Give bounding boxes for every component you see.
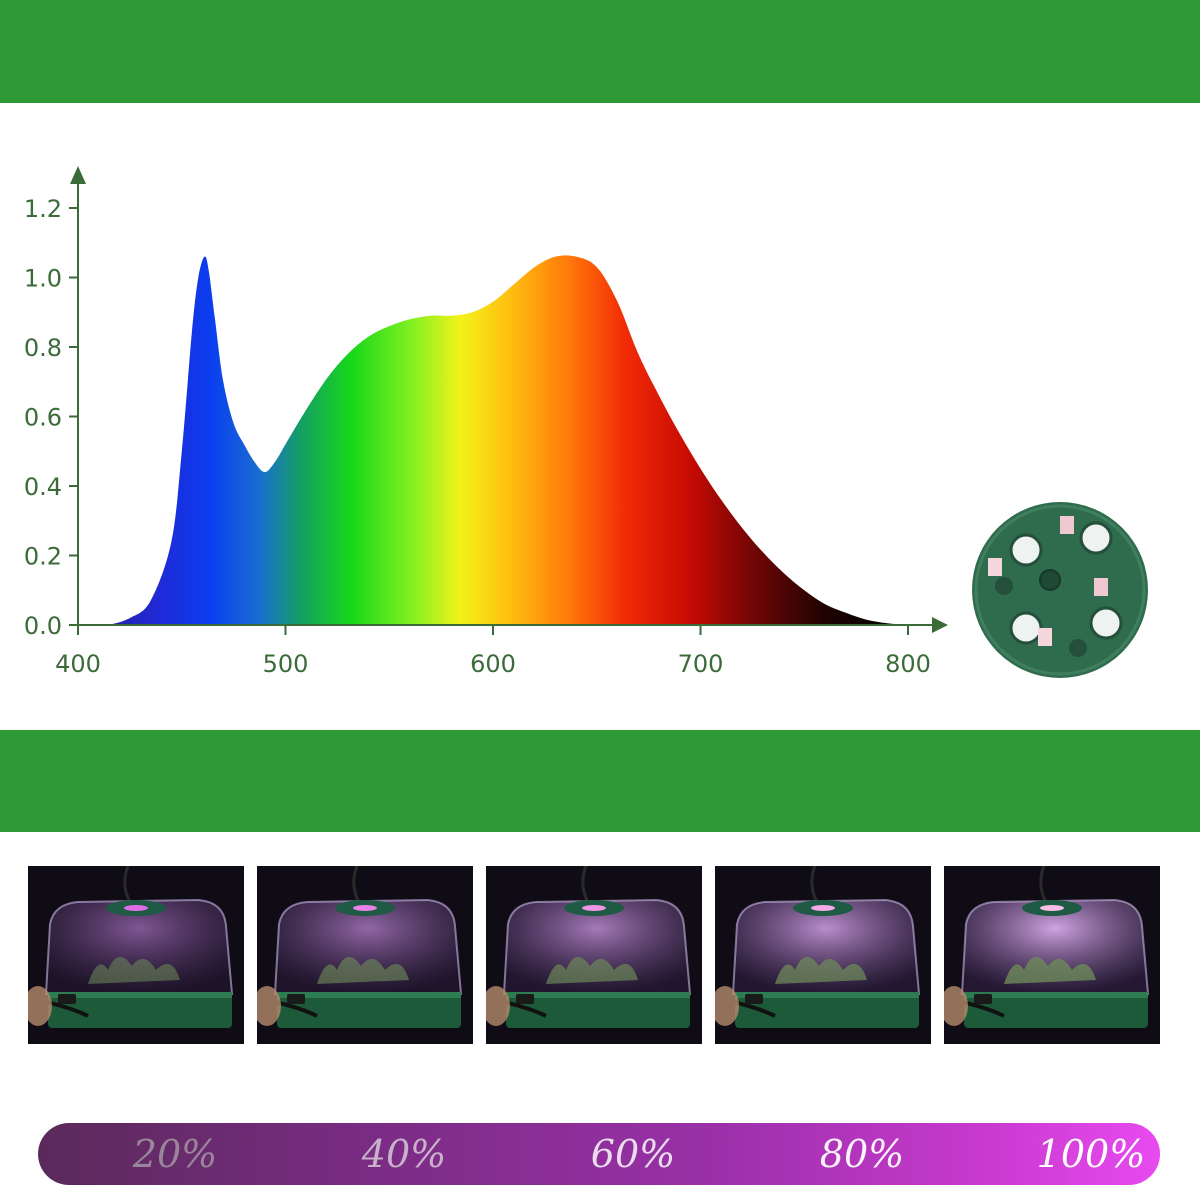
brightness-photos bbox=[28, 866, 1162, 1044]
y-tick-label-0.2: 0.2 bbox=[24, 543, 62, 571]
y-tick-label-1.0: 1.0 bbox=[24, 265, 62, 293]
y-tick-label-0.0: 0.0 bbox=[24, 612, 62, 640]
level-label-20: 20% bbox=[132, 1132, 218, 1176]
y-tick-label-1.2: 1.2 bbox=[24, 195, 62, 223]
seed-tray-photo-5 bbox=[944, 866, 1160, 1044]
level-label-100: 100% bbox=[1036, 1132, 1146, 1176]
x-axis-arrow-icon bbox=[932, 617, 948, 633]
y-tick-label-0.4: 0.4 bbox=[24, 473, 62, 501]
seed-tray-photo-4 bbox=[715, 866, 931, 1044]
spectrum-area-series-0 bbox=[109, 255, 909, 625]
x-tick-label-600: 600 bbox=[470, 650, 516, 678]
spectrum-chart: 400 500 600 700 800 0.0 0.2 0.4 0.6 0.8 1.0 1.2 bbox=[24, 166, 948, 678]
x-tick-label-700: 700 bbox=[678, 650, 724, 678]
y-axis-arrow-icon bbox=[70, 166, 86, 184]
x-tick-label-400: 400 bbox=[55, 650, 101, 678]
y-tick-label-0.6: 0.6 bbox=[24, 404, 62, 432]
top-green-band bbox=[0, 0, 1200, 103]
brightness-level-bar: 20% 40% 60% 80% 100% bbox=[38, 1123, 1160, 1185]
seed-tray-photo-2 bbox=[257, 866, 473, 1044]
led-disc-icon bbox=[972, 502, 1148, 678]
level-label-40: 40% bbox=[361, 1132, 447, 1176]
seed-tray-photo-3 bbox=[486, 866, 702, 1044]
x-tick-label-500: 500 bbox=[263, 650, 309, 678]
x-tick-label-800: 800 bbox=[885, 650, 931, 678]
seed-tray-photo-1 bbox=[28, 866, 244, 1044]
level-label-80: 80% bbox=[819, 1132, 905, 1176]
level-label-60: 60% bbox=[590, 1132, 676, 1176]
middle-green-band bbox=[0, 730, 1200, 832]
y-tick-label-0.8: 0.8 bbox=[24, 334, 62, 362]
